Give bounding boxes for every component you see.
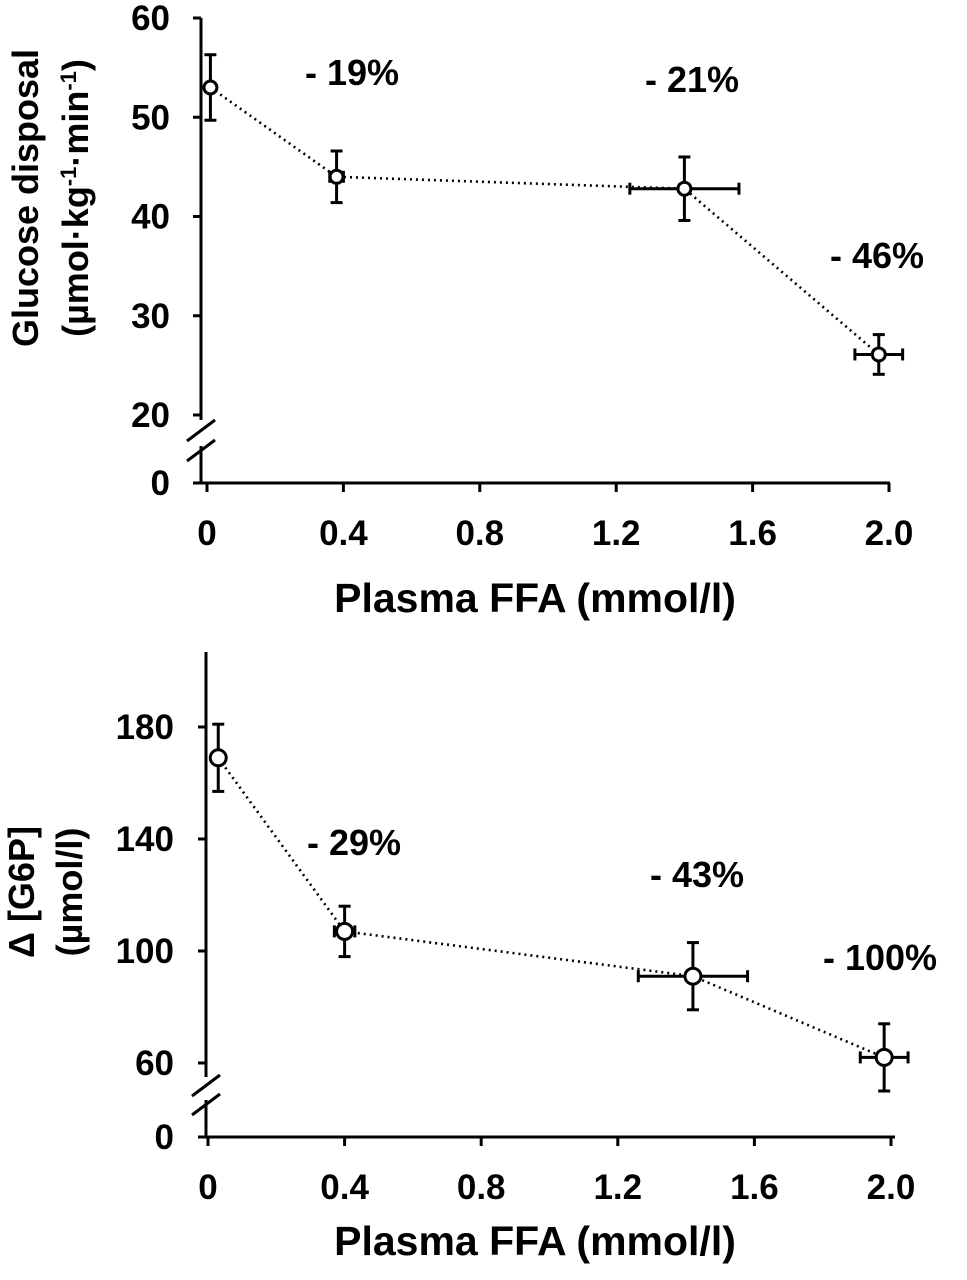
top-point-2-marker — [676, 180, 693, 197]
top-point-0 — [202, 53, 219, 122]
bottom-axis-break-1 — [191, 1073, 221, 1098]
bot-x-tick-label-0: 0 — [198, 1168, 217, 1207]
top-axis-break-1 — [186, 418, 216, 443]
bot-point-1-marker — [335, 921, 355, 941]
bot-point-2-marker — [683, 966, 703, 986]
bot-point-3-marker — [874, 1047, 894, 1067]
top-x-tick-label-3: 1.2 — [592, 514, 641, 553]
bottom-x-ticks: 0 0.4 0.8 1.2 1.6 2.0 — [198, 1137, 915, 1207]
top-x-axis-title: Plasma FFA (mmol/l) — [334, 575, 736, 621]
top-data-points — [202, 53, 905, 376]
top-point-1-marker — [328, 168, 345, 185]
top-series-line — [209, 86, 880, 356]
bot-y-tick-label-3: 180 — [116, 708, 174, 747]
top-point-3-marker — [870, 346, 887, 363]
bot-y-tick-label-0: 60 — [135, 1044, 174, 1083]
top-panel: 0 20 30 40 50 60 0 0.4 0.8 1.2 1.6 2.0 Glucose di… — [5, 0, 924, 621]
top-x-tick-label-4: 1.6 — [728, 514, 777, 553]
bot-x-tick-label-5: 2.0 — [867, 1168, 916, 1207]
bottom-series-line — [217, 757, 885, 1059]
top-x-ticks: 0 0.4 0.8 1.2 1.6 2.0 — [197, 483, 913, 553]
top-x-tick-label-5: 2.0 — [865, 514, 914, 553]
bottom-annotation-3: - 100% — [823, 937, 937, 978]
top-y-ticks: 20 30 40 50 60 — [131, 0, 201, 435]
top-y-axis-title-line2: (µmol·kg-1·min-1) — [55, 59, 96, 337]
top-annotation-2: - 21% — [645, 59, 739, 100]
bottom-x-axis-title: Plasma FFA (mmol/l) — [334, 1218, 736, 1264]
bot-point-0-marker — [208, 748, 228, 768]
bot-x-tick-label-4: 1.6 — [730, 1168, 779, 1207]
top-annotation-1: - 19% — [305, 52, 399, 93]
top-point-1 — [328, 149, 345, 205]
top-y-axis-title-line1: Glucose disposal — [5, 49, 46, 347]
top-x-tick-label-0: 0 — [197, 514, 216, 553]
bot-point-3 — [858, 1022, 910, 1093]
bot-y-tick-label-2: 140 — [116, 820, 174, 859]
bottom-panel: 0 60 100 140 180 0 0.4 0.8 1.2 1.6 2.0 Δ [G6P] (… — [1, 652, 937, 1264]
bot-y-tick-label-1: 100 — [116, 932, 174, 971]
bottom-axis-break-2 — [191, 1092, 221, 1117]
bot-x-tick-label-3: 1.2 — [593, 1168, 642, 1207]
top-y-tick-label-3: 50 — [131, 98, 170, 137]
top-point-2 — [628, 155, 741, 222]
top-annotation-3: - 46% — [830, 235, 924, 276]
top-y-tick-label-0: 20 — [131, 396, 170, 435]
bottom-annotation-2: - 43% — [650, 854, 744, 895]
top-y-tick-label-1: 30 — [131, 297, 170, 336]
top-zero-label: 0 — [151, 464, 170, 503]
top-x-tick-label-1: 0.4 — [319, 514, 368, 553]
bottom-data-points — [208, 722, 910, 1093]
bottom-y-axis-title-line2: (µmol/l) — [49, 828, 90, 957]
top-y-tick-label-2: 40 — [131, 198, 170, 237]
top-x-tick-label-2: 0.8 — [455, 514, 504, 553]
bot-point-2 — [636, 941, 750, 1012]
bottom-annotation-1: - 29% — [307, 822, 401, 863]
top-point-3 — [853, 333, 905, 376]
bot-x-tick-label-2: 0.8 — [457, 1168, 506, 1207]
top-point-0-marker — [202, 79, 219, 96]
top-y-tick-label-4: 60 — [131, 0, 170, 38]
bottom-zero-label: 0 — [155, 1118, 174, 1157]
bot-x-tick-label-1: 0.4 — [320, 1168, 369, 1207]
bottom-y-ticks: 60 100 140 180 — [116, 708, 206, 1083]
bot-point-0 — [208, 722, 228, 793]
top-axis-break-2 — [186, 438, 216, 463]
bot-point-1 — [332, 904, 357, 959]
bottom-y-axis-title-line1: Δ [G6P] — [1, 826, 42, 958]
